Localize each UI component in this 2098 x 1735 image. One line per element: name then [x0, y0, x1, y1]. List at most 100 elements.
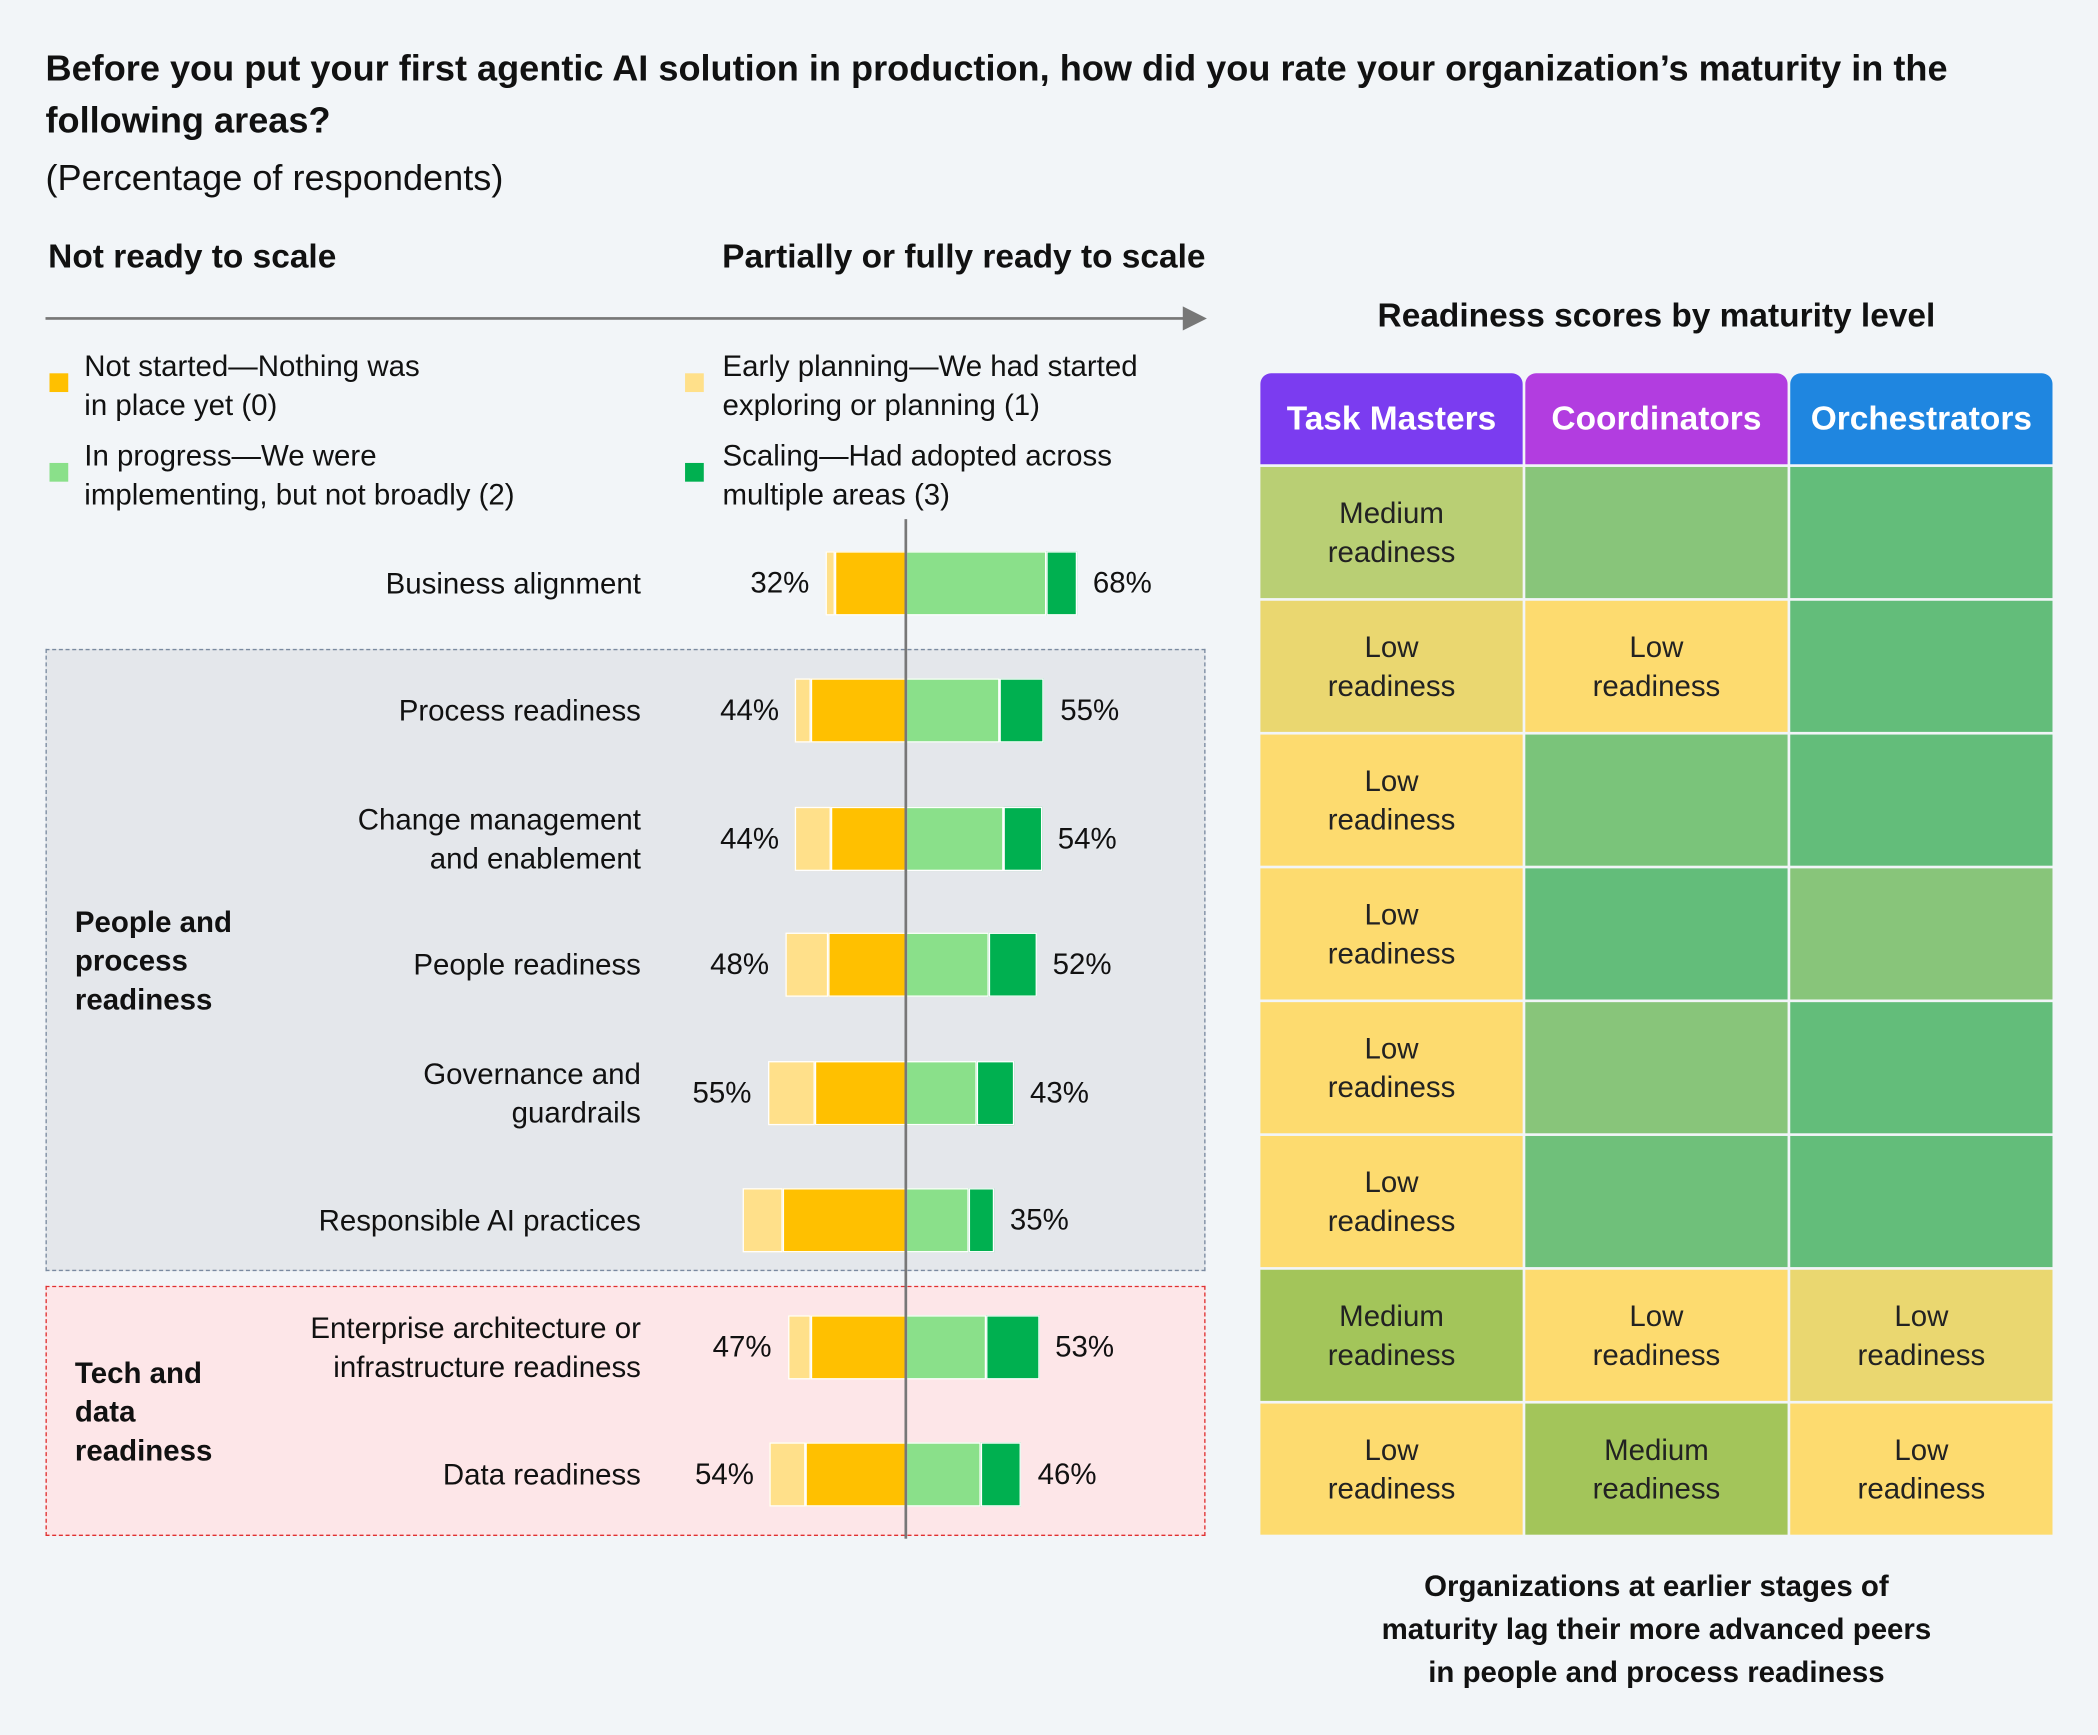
bar-segment [769, 1442, 806, 1507]
heatmap-cell [1790, 1269, 2053, 1401]
row-label: Process readiness [398, 693, 641, 728]
heatmap-cell [1260, 1002, 1523, 1134]
bar-segment [1046, 551, 1077, 616]
right-total: 43% [1030, 1075, 1089, 1110]
footnote: Organizations at earlier stages of matur… [1381, 1569, 1932, 1689]
title: Before you put your first agentic AI sol… [45, 48, 1948, 141]
left-total: 32% [750, 565, 810, 600]
heatmap-cell [1525, 466, 1788, 599]
heatmap-label: Low readiness [1327, 630, 1456, 703]
bar-segment [825, 551, 836, 616]
heatmap-cell [1790, 734, 2053, 866]
row-label: People readiness [413, 947, 641, 982]
right-total: 53% [1055, 1329, 1115, 1364]
bar-segment [988, 932, 1037, 997]
bar-segment [787, 1315, 811, 1380]
bar-segment [785, 932, 828, 997]
heatmap-cell [1790, 1403, 2053, 1535]
row-label: Change management and enablement [357, 802, 641, 876]
heatmap-header: Coordinators [1525, 373, 1788, 465]
row-label: Data readiness [442, 1457, 641, 1492]
bar-segment [810, 1315, 906, 1380]
heatmap-label: Medium readiness [1327, 1299, 1456, 1372]
bar-segment [905, 551, 1047, 616]
heatmap-cell [1790, 868, 2053, 1000]
bar-segment [998, 678, 1045, 743]
bar-segment [827, 932, 906, 997]
right-total: 35% [1009, 1202, 1069, 1237]
bar-segment [986, 1315, 1040, 1380]
heatmap-cell [1525, 1135, 1788, 1268]
bar-segment [905, 1315, 987, 1380]
bar-segment [981, 1442, 1022, 1507]
bar-segment [905, 932, 989, 997]
bar-segment [782, 1188, 906, 1253]
row-label: Enterprise architecture or infrastructur… [310, 1311, 641, 1384]
bar-segment [835, 551, 906, 616]
left-total: 54% [694, 1457, 754, 1491]
right-total: 68% [1092, 565, 1152, 600]
right-total: 54% [1057, 821, 1117, 855]
bar-segment [742, 1188, 783, 1253]
legend-swatch [49, 373, 69, 393]
heatmap-label: Low readiness [1327, 1165, 1456, 1238]
right-total: 52% [1052, 947, 1112, 981]
bar-segment [968, 1188, 994, 1253]
heatmap-label: Low readiness [1327, 1031, 1456, 1104]
heatmap-cell [1525, 868, 1788, 1000]
heatmap-label: Low readiness [1327, 1432, 1456, 1506]
heatmap-cell [1525, 734, 1788, 866]
heatmap-cell [1260, 868, 1523, 1000]
heatmap-cell [1260, 1403, 1523, 1535]
subtitle: (Percentage of respondents) [45, 157, 504, 199]
group-label: Tech and data readiness [74, 1355, 213, 1467]
legend-label: Not started—Nothing was in place yet (0) [84, 349, 420, 422]
bar-segment [795, 678, 811, 743]
left-total: 55% [692, 1075, 752, 1110]
heatmap-label: Medium readiness [1327, 496, 1456, 569]
heatmap-title: Readiness scores by maturity level [1377, 297, 1936, 335]
bar-segment [795, 806, 831, 872]
heatmap-cell [1525, 1269, 1788, 1401]
heatmap-label: Low readiness [1327, 897, 1456, 971]
heatmap-label: Low readiness [1592, 630, 1721, 703]
right-heading: Partially or fully ready to scale [722, 238, 1206, 276]
heatmap-label: Low readiness [1857, 1432, 1986, 1506]
arrow-line [45, 317, 1186, 320]
heatmap-cell [1790, 1002, 2053, 1134]
legend-label: Early planning—We had started exploring … [722, 349, 1138, 422]
center-line [904, 519, 908, 1539]
bar-segment [1003, 806, 1042, 872]
right-total: 55% [1060, 693, 1120, 727]
row-label: Governance and guardrails [423, 1057, 641, 1130]
heatmap-cell [1790, 600, 2053, 732]
left-total: 44% [720, 693, 780, 727]
legend-swatch [49, 462, 69, 482]
heatmap-cell [1260, 600, 1523, 732]
heatmap-cell [1260, 1135, 1523, 1268]
left-total: 47% [712, 1329, 772, 1364]
left-total: 48% [710, 947, 770, 981]
bar-segment [810, 678, 906, 743]
arrow-head [1182, 306, 1207, 331]
bar-segment [830, 806, 906, 872]
bar-segment [905, 1061, 977, 1126]
group-label: People and process readiness [74, 904, 232, 1016]
legend-swatch [685, 373, 704, 393]
heatmap-label: Low readiness [1857, 1299, 1986, 1372]
left-total: 44% [720, 821, 780, 855]
heatmap-cell [1525, 1002, 1788, 1134]
heatmap-header: Task Masters [1260, 373, 1523, 465]
heatmap-cell [1260, 734, 1523, 866]
bar-segment [815, 1061, 906, 1126]
heatmap-label: Low readiness [1327, 763, 1456, 837]
heatmap-cell [1790, 466, 2053, 599]
heatmap-cell [1525, 600, 1788, 732]
heatmap-cell [1525, 1403, 1788, 1535]
legend-swatch [685, 462, 704, 482]
bar-segment [905, 1188, 969, 1253]
bar-segment [905, 678, 999, 743]
legend-label: In progress—We were implementing, but no… [84, 438, 515, 512]
